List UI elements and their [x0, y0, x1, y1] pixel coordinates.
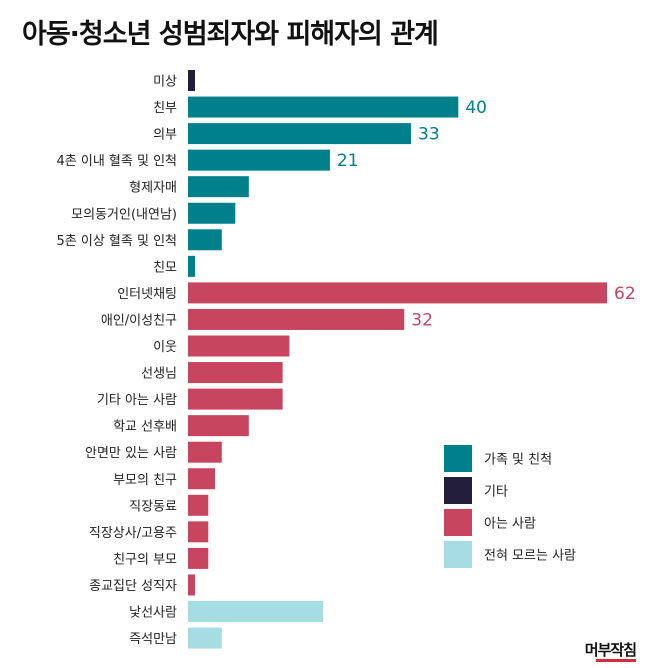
category-label: 기타 아는 사람 — [97, 393, 177, 408]
data-label: 40 — [465, 98, 487, 118]
legend-label: 아는 사람 — [484, 517, 536, 532]
legend-swatch — [444, 477, 472, 504]
data-label: 32 — [411, 310, 433, 330]
bar — [188, 494, 209, 516]
legend-swatch — [444, 509, 472, 536]
bar — [188, 441, 222, 463]
bar — [188, 255, 195, 277]
category-label: 형제자매 — [129, 181, 177, 196]
category-label: 부모의 친구 — [113, 473, 177, 488]
category-label: 안면만 있는 사람 — [85, 446, 177, 461]
bar — [188, 415, 249, 437]
bar — [188, 96, 459, 118]
bar — [188, 149, 330, 171]
bar — [188, 70, 195, 91]
data-label: 21 — [337, 151, 359, 171]
chart-title: 아동·청소년 성범죄자와 피해자의 관계 — [22, 19, 439, 50]
bar — [188, 282, 607, 304]
category-label: 친구의 부모 — [113, 552, 177, 567]
data-label: 62 — [614, 284, 636, 304]
bar — [188, 202, 236, 224]
legend-label: 전혀 모르는 사람 — [484, 549, 576, 564]
category-label: 5촌 이상 혈족 및 인척 — [57, 234, 177, 249]
bar — [188, 547, 209, 569]
bar — [188, 335, 290, 357]
bar — [188, 601, 324, 622]
logo: 머부작침 — [584, 641, 637, 659]
bar — [188, 388, 283, 410]
category-label: 친부 — [153, 101, 177, 116]
category-label: 애인/이성친구 — [101, 313, 177, 328]
bar — [188, 176, 249, 198]
category-label: 모의동거인(내연남) — [71, 207, 177, 222]
legend-swatch — [444, 445, 472, 472]
bar — [188, 308, 405, 330]
bar — [188, 574, 195, 596]
category-label: 종교집단 성직자 — [89, 579, 177, 594]
category-label: 낯선사람 — [129, 606, 177, 621]
data-label: 33 — [418, 125, 440, 145]
category-label: 친모 — [153, 260, 177, 275]
legend-label: 기타 — [484, 485, 508, 500]
bar — [188, 468, 216, 490]
legend-swatch — [444, 541, 472, 568]
bars — [188, 70, 607, 649]
category-label: 이웃 — [153, 340, 177, 355]
category-label: 즉석만남 — [129, 632, 177, 647]
bar — [188, 627, 222, 649]
category-label: 직장동료 — [129, 499, 177, 514]
category-label: 미상 — [153, 75, 177, 90]
bar — [188, 521, 209, 543]
bar — [188, 362, 283, 384]
data-labels: 40 33 21 62 32 — [337, 98, 636, 330]
category-label: 직장상사/고용주 — [89, 526, 177, 541]
category-label: 4촌 이내 혈족 및 인척 — [57, 154, 177, 169]
category-label: 의부 — [153, 128, 177, 143]
logo-underline — [596, 659, 636, 662]
category-label: 인터넷채팅 — [117, 287, 177, 302]
bar — [188, 123, 412, 145]
category-label: 선생님 — [141, 367, 177, 382]
bar — [188, 229, 222, 251]
legend-label: 가족 및 친척 — [484, 453, 552, 468]
category-label: 학교 선후배 — [113, 420, 177, 435]
